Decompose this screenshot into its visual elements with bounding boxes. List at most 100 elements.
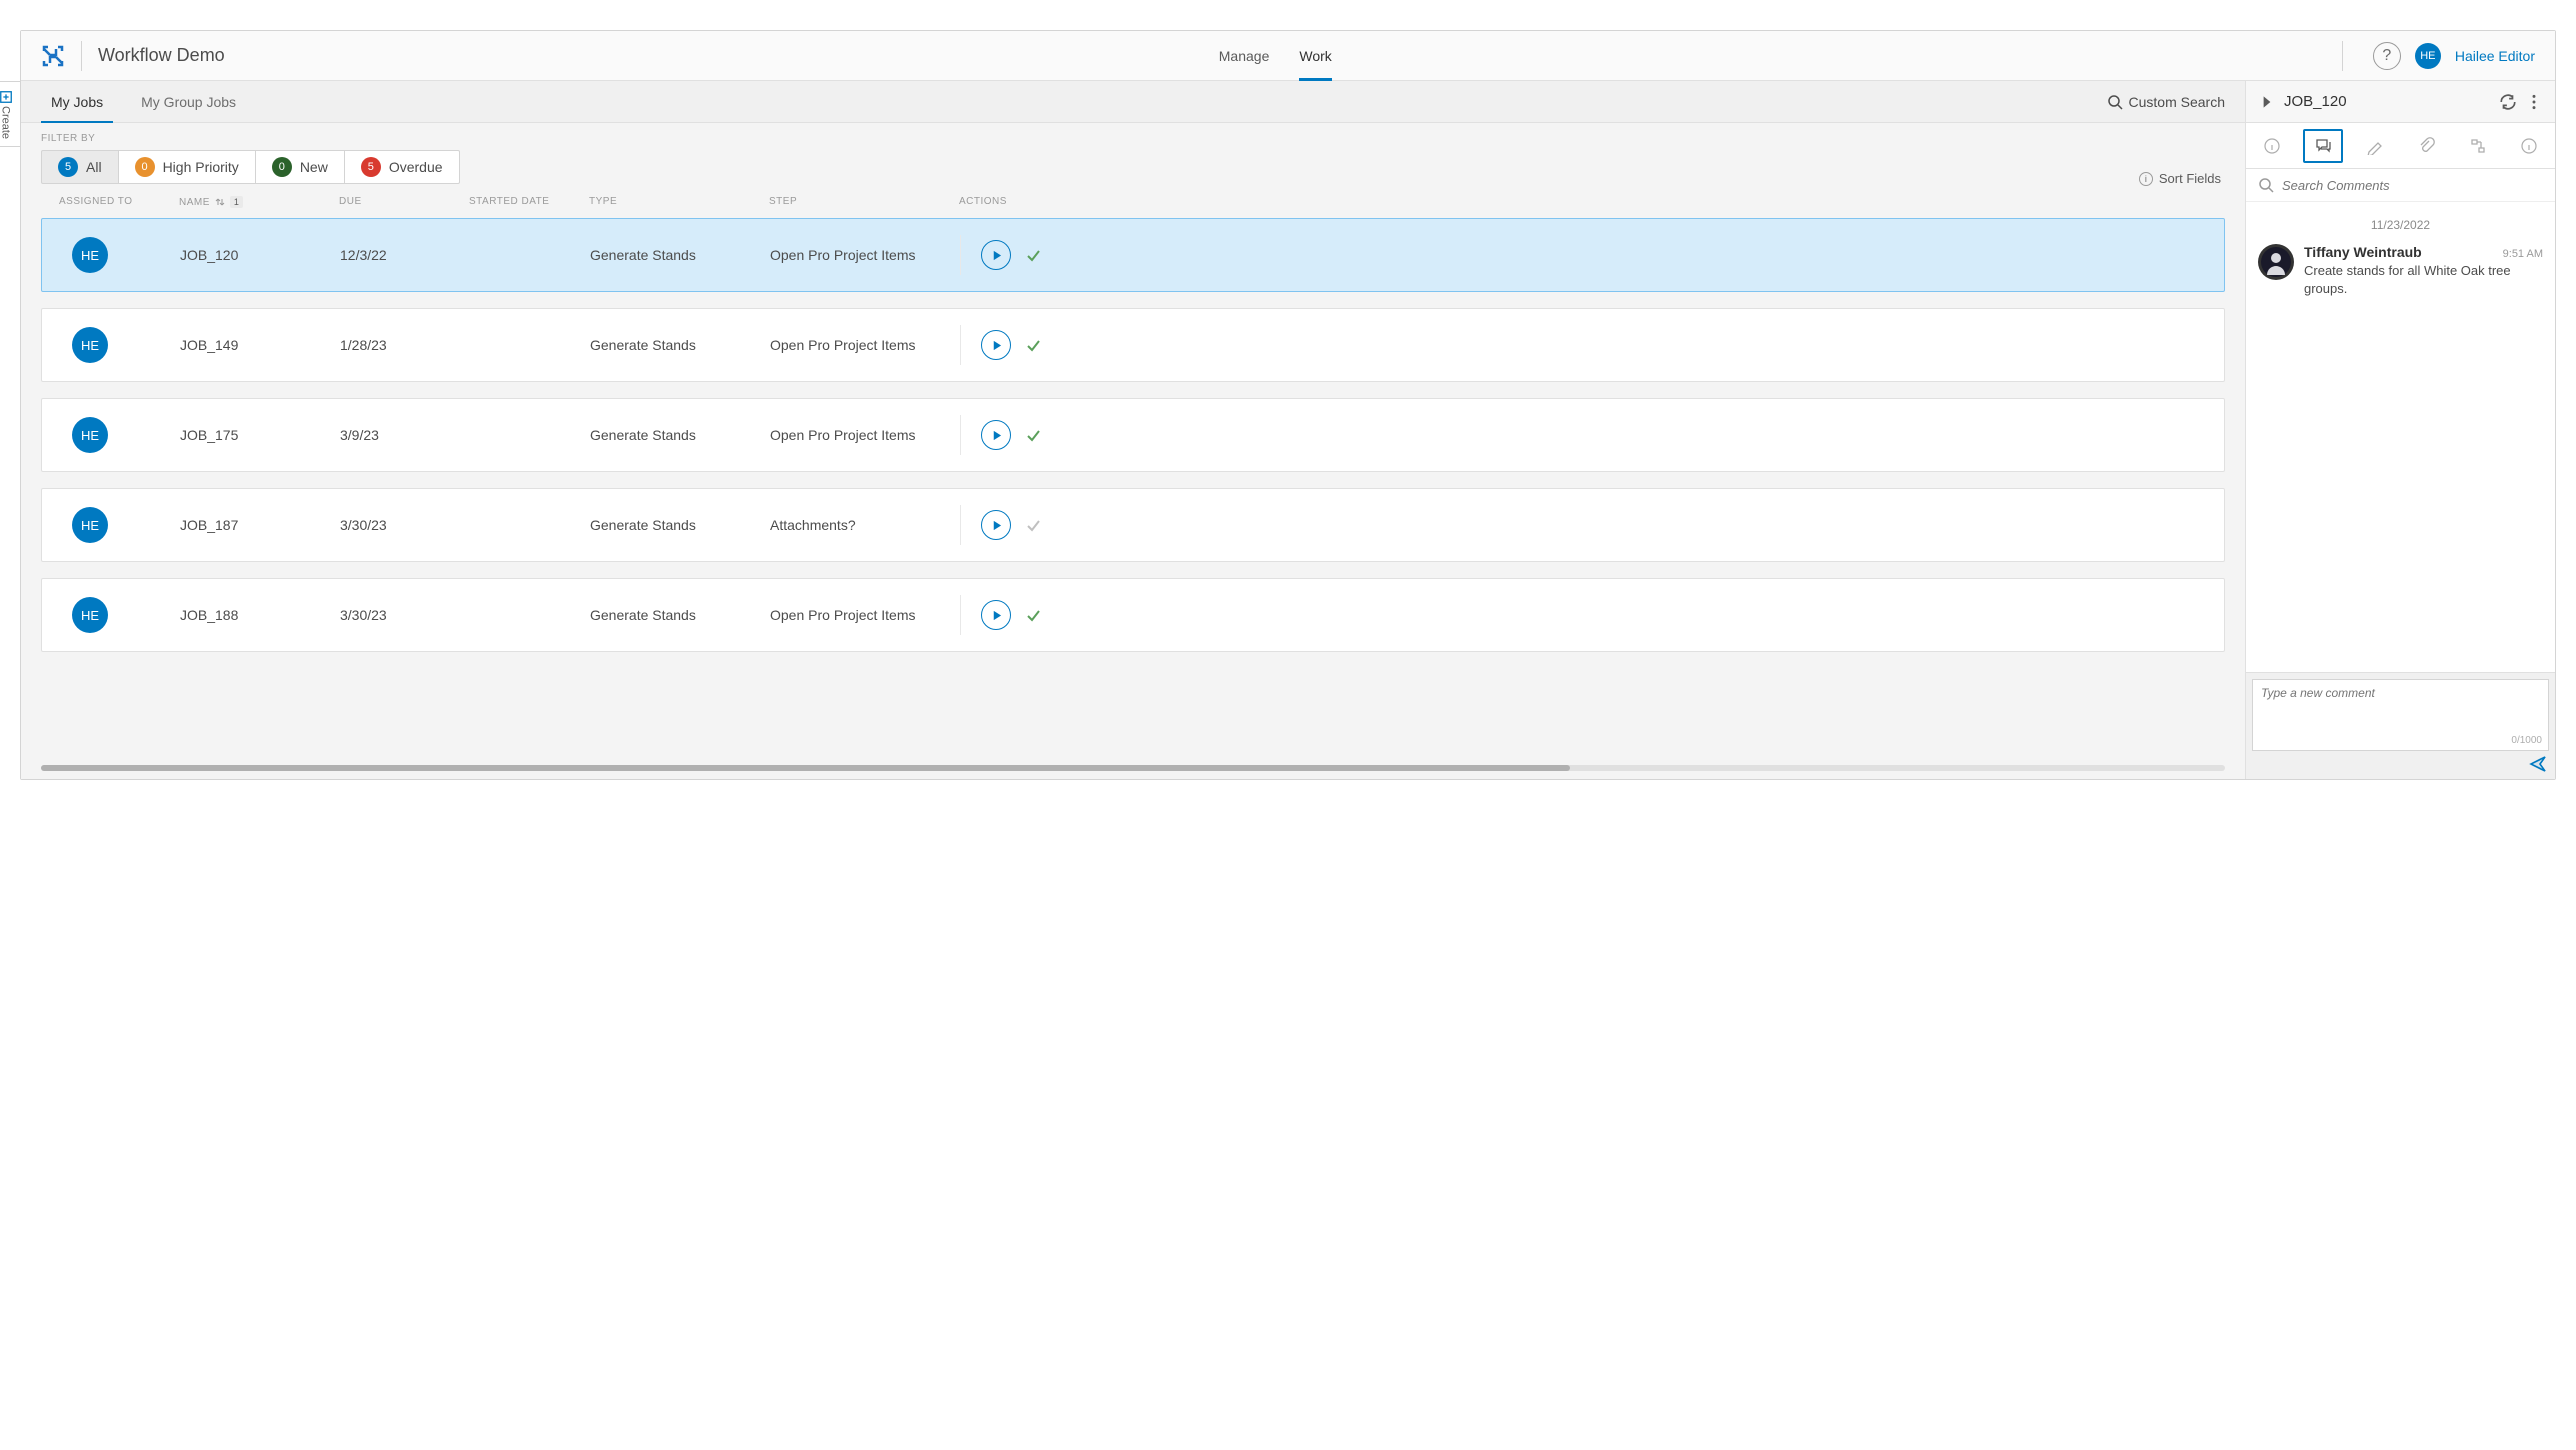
sort-index-badge: 1 xyxy=(230,196,244,208)
send-comment-icon[interactable] xyxy=(2529,755,2547,773)
job-due: 1/28/23 xyxy=(340,337,460,353)
th-assigned-to: ASSIGNED TO xyxy=(59,196,169,208)
filter-new[interactable]: 0 New xyxy=(255,150,345,184)
filter-count-badge: 5 xyxy=(361,157,381,177)
comment-date-separator: 11/23/2022 xyxy=(2258,218,2543,232)
assignee-avatar: HE xyxy=(72,417,108,453)
user-name[interactable]: Hailee Editor xyxy=(2455,48,2535,64)
nav-tab-manage[interactable]: Manage xyxy=(1219,31,1270,80)
job-step: Open Pro Project Items xyxy=(770,607,950,623)
panel-tab-info[interactable] xyxy=(2252,129,2292,163)
job-due: 12/3/22 xyxy=(340,247,460,263)
th-due: DUE xyxy=(339,196,459,208)
create-icon xyxy=(0,90,13,104)
job-due: 3/9/23 xyxy=(340,427,460,443)
panel-tab-diagram[interactable] xyxy=(2458,129,2498,163)
collapse-panel-icon[interactable] xyxy=(2258,93,2276,111)
new-comment-input[interactable] xyxy=(2261,686,2540,740)
run-job-button[interactable] xyxy=(981,240,1011,270)
complete-icon[interactable] xyxy=(1025,517,1041,533)
job-due: 3/30/23 xyxy=(340,607,460,623)
sub-tab-my-jobs[interactable]: My Jobs xyxy=(41,81,113,122)
job-row[interactable]: HEJOB_12012/3/22Generate StandsOpen Pro … xyxy=(41,218,2225,292)
job-row[interactable]: HEJOB_1491/28/23Generate StandsOpen Pro … xyxy=(41,308,2225,382)
filter-by-label: FILTER BY xyxy=(41,133,2095,144)
sub-tab-my-group-jobs[interactable]: My Group Jobs xyxy=(131,81,246,122)
filter-count-badge: 0 xyxy=(135,157,155,177)
job-type: Generate Stands xyxy=(590,337,760,353)
run-job-button[interactable] xyxy=(981,510,1011,540)
complete-icon[interactable] xyxy=(1025,427,1041,443)
job-details-panel: JOB_120 11/23/2022 Tiffany Weintraub 9:51… xyxy=(2245,81,2555,779)
char-counter: 0/1000 xyxy=(2511,735,2542,746)
header-divider xyxy=(81,41,82,71)
panel-tab-properties[interactable] xyxy=(2355,129,2395,163)
job-step: Open Pro Project Items xyxy=(770,247,950,263)
job-name: JOB_175 xyxy=(180,427,330,443)
assignee-avatar: HE xyxy=(72,597,108,633)
custom-search-button[interactable]: Custom Search xyxy=(2107,94,2225,110)
comment-author: Tiffany Weintraub xyxy=(2304,244,2422,260)
app-title: Workflow Demo xyxy=(98,45,225,66)
panel-tab-attachments[interactable] xyxy=(2406,129,2446,163)
complete-icon[interactable] xyxy=(1025,247,1041,263)
info-icon: i xyxy=(2139,172,2153,186)
header-divider xyxy=(2342,41,2343,71)
create-tab[interactable]: Create xyxy=(0,81,20,147)
job-step: Open Pro Project Items xyxy=(770,337,950,353)
user-avatar[interactable]: HE xyxy=(2415,43,2441,69)
panel-tab-comments[interactable] xyxy=(2303,129,2343,163)
sort-fields-label: Sort Fields xyxy=(2159,171,2221,186)
job-name: JOB_187 xyxy=(180,517,330,533)
job-name: JOB_188 xyxy=(180,607,330,623)
assignee-avatar: HE xyxy=(72,507,108,543)
comment-text: Create stands for all White Oak tree gro… xyxy=(2304,262,2543,298)
search-comments-input[interactable] xyxy=(2282,178,2543,193)
job-name: JOB_149 xyxy=(180,337,330,353)
panel-title: JOB_120 xyxy=(2284,93,2491,110)
th-type: TYPE xyxy=(589,196,759,208)
job-row[interactable]: HE JOB_188 3/30/23 Generate Stands Open Pro … xyxy=(41,578,2225,652)
th-started-date: STARTED DATE xyxy=(469,196,579,208)
search-icon xyxy=(2258,177,2274,193)
job-row[interactable]: HEJOB_1873/30/23Generate StandsAttachmen… xyxy=(41,488,2225,562)
refresh-icon[interactable] xyxy=(2499,93,2517,111)
filter-label: High Priority xyxy=(163,159,239,175)
more-options-icon[interactable] xyxy=(2525,93,2543,111)
job-step: Open Pro Project Items xyxy=(770,427,950,443)
horizontal-scrollbar[interactable] xyxy=(41,765,2225,771)
scrollbar-thumb[interactable] xyxy=(41,765,1570,771)
assignee-avatar: HE xyxy=(72,237,108,273)
th-name[interactable]: NAME 1 xyxy=(179,196,329,208)
custom-search-label: Custom Search xyxy=(2129,94,2225,110)
sort-fields-button[interactable]: i Sort Fields xyxy=(2139,171,2221,186)
comment-item: Tiffany Weintraub 9:51 AM Create stands fo… xyxy=(2258,244,2543,298)
filter-high-priority[interactable]: 0 High Priority xyxy=(118,150,256,184)
create-tab-label: Create xyxy=(0,106,12,139)
nav-tab-work[interactable]: Work xyxy=(1299,31,1331,80)
job-type: Generate Stands xyxy=(590,517,760,533)
complete-icon[interactable] xyxy=(1025,607,1041,623)
search-icon xyxy=(2107,94,2123,110)
job-due: 3/30/23 xyxy=(340,517,460,533)
filter-label: Overdue xyxy=(389,159,443,175)
run-job-button[interactable] xyxy=(981,420,1011,450)
filter-count-badge: 0 xyxy=(272,157,292,177)
job-type: Generate Stands xyxy=(590,607,760,623)
filter-overdue[interactable]: 5 Overdue xyxy=(344,150,460,184)
panel-tab-help[interactable] xyxy=(2509,129,2549,163)
th-actions: ACTIONS xyxy=(959,196,1089,208)
run-job-button[interactable] xyxy=(981,330,1011,360)
table-header: ASSIGNED TO NAME 1 DUE STARTED DATE TYPE… xyxy=(41,190,2225,218)
filter-all[interactable]: 5All xyxy=(41,150,119,184)
job-row[interactable]: HEJOB_1753/9/23Generate StandsOpen Pro P… xyxy=(41,398,2225,472)
job-type: Generate Stands xyxy=(590,247,760,263)
panel-tabs xyxy=(2246,123,2555,169)
complete-icon[interactable] xyxy=(1025,337,1041,353)
filter-count-badge: 5 xyxy=(58,157,78,177)
comment-time: 9:51 AM xyxy=(2503,248,2543,260)
help-icon[interactable]: ? xyxy=(2373,42,2401,70)
run-job-button[interactable] xyxy=(981,600,1011,630)
app-header: Workflow Demo Manage Work ? HE Hailee Edi… xyxy=(21,31,2555,81)
filter-label: New xyxy=(300,159,328,175)
